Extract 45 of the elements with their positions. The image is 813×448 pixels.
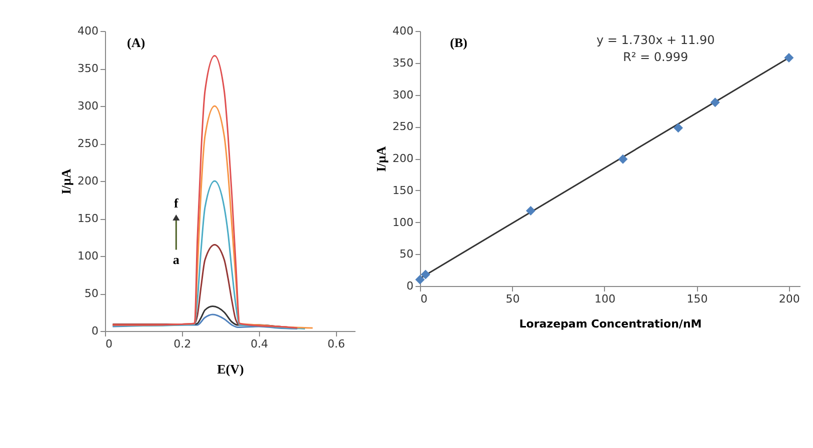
annotation: y = 1.730x + 11.90 — [596, 33, 715, 47]
y-tick-label: 400 — [392, 24, 414, 38]
line-series — [112, 180, 306, 330]
line-series — [112, 55, 298, 329]
y-tick-label: 200 — [392, 152, 414, 165]
y-tick-label: 300 — [78, 100, 98, 112]
y-tick-label: 0 — [92, 324, 98, 338]
x-tick-label: 200 — [778, 292, 800, 306]
annotation: (A) — [127, 35, 146, 50]
point — [674, 123, 683, 133]
y-tick-label: 150 — [392, 184, 414, 197]
y-tick-label: 300 — [392, 88, 414, 102]
annotation: a — [172, 252, 180, 267]
x-tick-label: 0.4 — [250, 338, 268, 350]
point — [710, 98, 720, 108]
x-tick-label: 0.2 — [174, 338, 192, 350]
y-tick-label: 350 — [392, 56, 414, 70]
x-tick-label: 150 — [686, 292, 708, 306]
point — [415, 274, 425, 284]
annotation: f — [174, 196, 179, 210]
y-tick-label: 50 — [400, 248, 414, 261]
x-axis-title: Lorazepam Concentration/nM — [519, 318, 702, 330]
y-tick-label: 250 — [78, 137, 98, 150]
y-axis-title: I/µA — [58, 168, 74, 194]
y-tick-label: 100 — [392, 216, 414, 229]
x-tick-label: 0.6 — [328, 338, 346, 350]
x-tick-label: 50 — [506, 292, 520, 306]
y-tick-label: 200 — [78, 174, 98, 188]
y-tick-label: 150 — [78, 212, 98, 225]
x-tick-label: 0 — [420, 292, 428, 306]
point — [420, 270, 430, 280]
x-tick-label: 0 — [106, 338, 112, 350]
annotation: (B) — [450, 35, 468, 50]
x-tick-label: 100 — [594, 292, 616, 306]
point — [618, 154, 628, 164]
y-tick-label: 350 — [78, 62, 98, 75]
x-axis-title: E(V) — [217, 362, 244, 376]
y-tick-label: 400 — [78, 24, 98, 38]
y-axis-title: I/µA — [374, 146, 389, 172]
annotation: R² = 0.999 — [623, 50, 688, 64]
point — [526, 206, 536, 216]
y-tick-label: 100 — [78, 250, 98, 262]
point — [784, 53, 794, 63]
y-tick-label: 0 — [406, 280, 414, 292]
y-tick-label: 250 — [392, 120, 414, 134]
